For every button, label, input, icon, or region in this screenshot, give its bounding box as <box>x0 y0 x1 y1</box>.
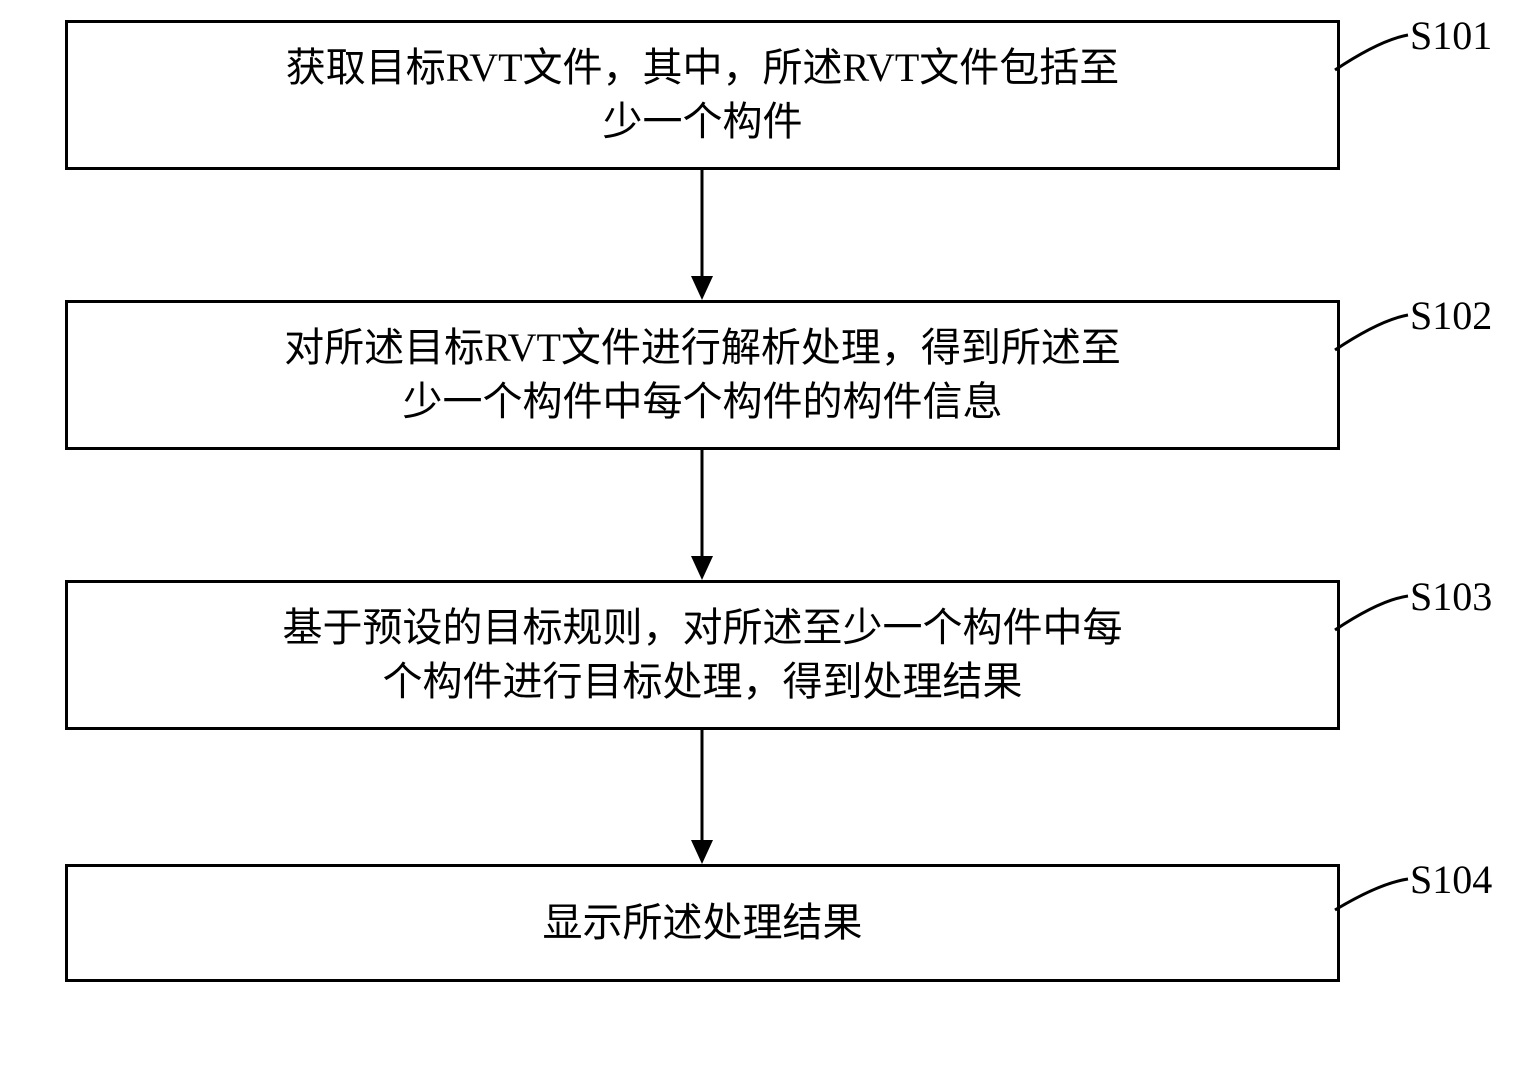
label-leader-s102 <box>1335 315 1408 350</box>
step-label-s104: S104 <box>1410 856 1492 903</box>
edge-s103-s104 <box>691 730 713 864</box>
label-leader-s104 <box>1335 879 1408 910</box>
step-label-s101: S101 <box>1410 12 1492 59</box>
flowchart-canvas: 获取目标RVT文件，其中，所述RVT文件包括至 少一个构件 对所述目标RVT文件… <box>0 0 1539 1073</box>
step-label-text: S103 <box>1410 574 1492 619</box>
step-label-text: S101 <box>1410 13 1492 58</box>
step-label-s102: S102 <box>1410 292 1492 339</box>
step-label-text: S102 <box>1410 293 1492 338</box>
edge-s102-s103 <box>691 450 713 580</box>
step-label-text: S104 <box>1410 857 1492 902</box>
node-text: 显示所述处理结果 <box>543 896 863 950</box>
flowchart-node-s104: 显示所述处理结果 <box>65 864 1340 982</box>
edge-s101-s102 <box>691 170 713 300</box>
flowchart-node-s102: 对所述目标RVT文件进行解析处理，得到所述至 少一个构件中每个构件的构件信息 <box>65 300 1340 450</box>
node-text: 获取目标RVT文件，其中，所述RVT文件包括至 少一个构件 <box>286 41 1120 149</box>
step-label-s103: S103 <box>1410 573 1492 620</box>
node-text: 对所述目标RVT文件进行解析处理，得到所述至 少一个构件中每个构件的构件信息 <box>284 321 1121 429</box>
label-leader-s101 <box>1335 35 1408 70</box>
flowchart-node-s101: 获取目标RVT文件，其中，所述RVT文件包括至 少一个构件 <box>65 20 1340 170</box>
node-text: 基于预设的目标规则，对所述至少一个构件中每 个构件进行目标处理，得到处理结果 <box>283 601 1123 709</box>
flowchart-node-s103: 基于预设的目标规则，对所述至少一个构件中每 个构件进行目标处理，得到处理结果 <box>65 580 1340 730</box>
label-leader-s103 <box>1335 596 1408 630</box>
